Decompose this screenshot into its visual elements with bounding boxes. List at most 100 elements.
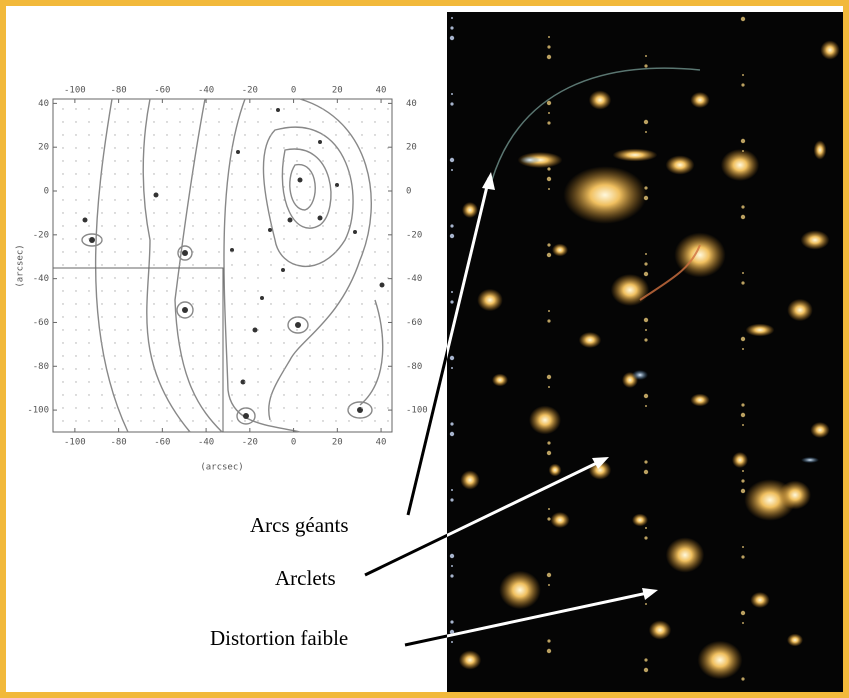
dot <box>244 329 245 330</box>
dot <box>244 147 245 148</box>
dot <box>296 186 297 187</box>
star <box>644 64 647 67</box>
dot <box>309 342 310 343</box>
dot <box>75 329 76 330</box>
dot <box>244 303 245 304</box>
dot <box>75 342 76 343</box>
dot <box>75 264 76 265</box>
dot <box>296 147 297 148</box>
dot <box>62 342 63 343</box>
dot <box>309 186 310 187</box>
dot <box>218 368 219 369</box>
x-axis-label: (arcsec) <box>200 463 243 473</box>
dot <box>335 212 336 213</box>
dot <box>101 264 102 265</box>
dot <box>140 368 141 369</box>
galaxy <box>779 481 811 510</box>
star <box>450 356 454 360</box>
star <box>547 649 551 653</box>
dot <box>296 316 297 317</box>
dot <box>166 381 167 382</box>
dot <box>296 134 297 135</box>
dot <box>62 186 63 187</box>
dot <box>140 316 141 317</box>
dot <box>296 225 297 226</box>
x-tick-label: 40 <box>376 438 387 448</box>
dot <box>309 199 310 200</box>
dot <box>283 134 284 135</box>
dot <box>140 277 141 278</box>
dot <box>231 251 232 252</box>
dot <box>296 303 297 304</box>
dot <box>231 238 232 239</box>
dot <box>387 173 388 174</box>
dot <box>348 199 349 200</box>
dot <box>127 121 128 122</box>
dot <box>153 303 154 304</box>
dot <box>192 173 193 174</box>
dot <box>387 420 388 421</box>
galaxy <box>810 422 829 438</box>
dot <box>244 381 245 382</box>
dot <box>374 264 375 265</box>
dot <box>322 420 323 421</box>
dot <box>374 160 375 161</box>
star <box>547 167 550 170</box>
dot <box>361 147 362 148</box>
dot <box>348 121 349 122</box>
dot <box>101 407 102 408</box>
dot <box>257 303 258 304</box>
dot <box>387 355 388 356</box>
galaxy <box>552 244 568 257</box>
dot <box>153 121 154 122</box>
dot <box>374 329 375 330</box>
dot <box>179 186 180 187</box>
star <box>450 498 453 501</box>
annotation: Arclets <box>275 566 336 590</box>
dot <box>88 316 89 317</box>
dot <box>75 108 76 109</box>
dot <box>335 394 336 395</box>
star <box>547 177 551 181</box>
dot <box>101 303 102 304</box>
dot <box>348 420 349 421</box>
dot <box>374 251 375 252</box>
y-tick-label: 40 <box>406 99 417 109</box>
dot <box>244 355 245 356</box>
dot <box>335 342 336 343</box>
dot <box>88 303 89 304</box>
dot <box>205 212 206 213</box>
dot <box>75 420 76 421</box>
dot <box>374 186 375 187</box>
dot <box>114 199 115 200</box>
star <box>741 205 744 208</box>
dot <box>322 251 323 252</box>
dot <box>75 134 76 135</box>
dot <box>296 199 297 200</box>
dot <box>335 186 336 187</box>
dot <box>361 342 362 343</box>
dot <box>153 251 154 252</box>
dot <box>88 290 89 291</box>
star <box>547 517 550 520</box>
dot <box>361 212 362 213</box>
dot <box>335 355 336 356</box>
dot <box>218 147 219 148</box>
dot <box>166 290 167 291</box>
star <box>741 17 745 21</box>
star <box>644 262 647 265</box>
dot <box>179 108 180 109</box>
dot <box>283 316 284 317</box>
dot <box>88 342 89 343</box>
dot <box>127 303 128 304</box>
y-tick-label: -60 <box>33 318 49 328</box>
dot <box>205 303 206 304</box>
dot <box>348 303 349 304</box>
x-tick-label: -60 <box>154 86 170 96</box>
dot <box>192 316 193 317</box>
star <box>450 234 454 238</box>
x-tick-label: -20 <box>242 438 258 448</box>
dot <box>231 303 232 304</box>
dot <box>361 160 362 161</box>
dot <box>257 277 258 278</box>
